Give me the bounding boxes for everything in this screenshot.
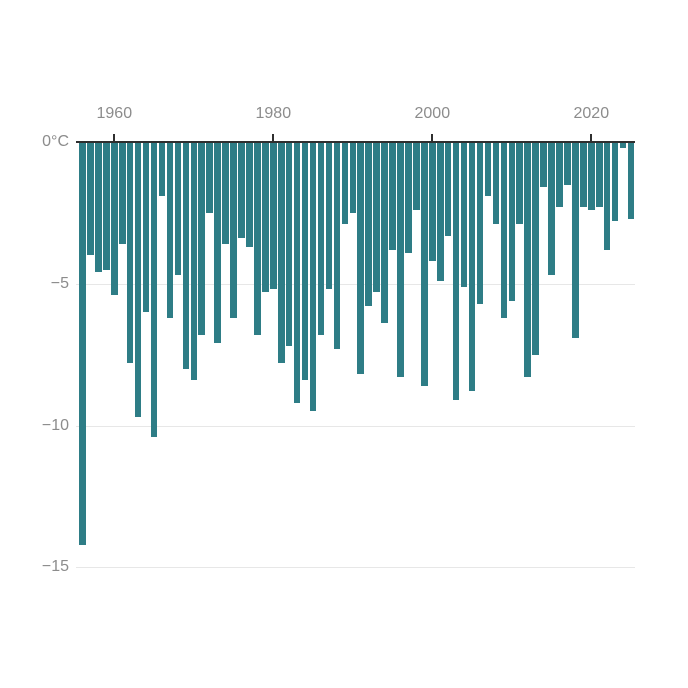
- bar-2013: [532, 143, 539, 355]
- bar-1959: [103, 143, 110, 270]
- x-tick-label-2020: 2020: [573, 105, 610, 122]
- bar-1996: [397, 143, 404, 378]
- bar-1975: [230, 143, 237, 318]
- gridline--5: [75, 283, 635, 285]
- bar-2008: [492, 143, 500, 225]
- bar-2015: [548, 143, 555, 276]
- bar-1993: [373, 143, 380, 293]
- bar-1969: [182, 143, 190, 369]
- bar-2010: [508, 143, 516, 301]
- x-tick-label-1960: 1960: [96, 105, 133, 122]
- bar-1956: [79, 143, 86, 545]
- y-tick-label--15: −15: [41, 558, 69, 576]
- bar-1997: [405, 143, 412, 253]
- bar-2003: [452, 143, 460, 400]
- bar-1960: [111, 143, 118, 296]
- bar-2022: [603, 143, 611, 250]
- bar-1980: [270, 143, 277, 290]
- bar-1978: [254, 143, 261, 335]
- bar-2020: [588, 143, 595, 211]
- bar-1965: [150, 143, 158, 437]
- bar-2009: [500, 143, 508, 318]
- x-tick-2000: [431, 134, 434, 141]
- y-tick-label--10: −10: [41, 416, 69, 434]
- bar-2007: [484, 143, 492, 196]
- gridline--15: [75, 567, 635, 569]
- bar-1979: [262, 143, 269, 293]
- bar-1994: [381, 143, 388, 324]
- x-axis-line: [75, 141, 635, 143]
- x-tick-label-2000: 2000: [414, 105, 451, 122]
- bar-1967: [166, 143, 174, 318]
- bar-2004: [460, 143, 468, 287]
- bar-1966: [158, 143, 166, 196]
- bar-2012: [524, 143, 531, 378]
- bar-1984: [301, 143, 309, 381]
- bar-1991: [357, 143, 365, 375]
- bar-2018: [572, 143, 579, 338]
- y-tick-label-0: 0°C: [42, 133, 69, 150]
- bar-1974: [222, 143, 229, 245]
- bar-1963: [134, 143, 142, 417]
- bar-1958: [95, 143, 102, 273]
- bar-1971: [198, 143, 206, 335]
- bar-2023: [611, 143, 619, 222]
- bar-1964: [142, 143, 150, 313]
- bar-1982: [285, 143, 293, 347]
- bar-1988: [333, 143, 341, 349]
- gridline--10: [75, 425, 635, 427]
- bar-2002: [444, 143, 452, 236]
- bar-1973: [214, 143, 221, 344]
- x-tick-1960: [113, 134, 116, 141]
- bar-2019: [580, 143, 587, 208]
- bar-2000: [429, 143, 436, 262]
- bar-1999: [421, 143, 428, 386]
- bar-1976: [238, 143, 245, 239]
- bar-2016: [556, 143, 563, 208]
- bar-1972: [206, 143, 213, 213]
- bar-2001: [436, 143, 444, 281]
- bar-1987: [325, 143, 333, 290]
- bar-1961: [118, 143, 126, 245]
- bar-1986: [317, 143, 325, 335]
- y-tick-label--5: −5: [50, 274, 69, 292]
- bar-1998: [413, 143, 420, 211]
- x-tick-label-1980: 1980: [255, 105, 292, 122]
- bar-1989: [341, 143, 349, 225]
- bar-2014: [540, 143, 547, 188]
- bar-1985: [309, 143, 317, 412]
- bar-2024: [619, 143, 627, 148]
- bar-1990: [349, 143, 357, 213]
- bar-1957: [87, 143, 94, 256]
- bar-2017: [564, 143, 571, 185]
- bar-2006: [476, 143, 484, 304]
- x-tick-1980: [272, 134, 275, 141]
- bar-1977: [246, 143, 253, 247]
- bar-1962: [126, 143, 134, 364]
- x-tick-2020: [590, 134, 593, 141]
- bar-1992: [365, 143, 372, 307]
- bar-2021: [595, 143, 603, 208]
- bar-1995: [389, 143, 396, 250]
- bar-2011: [516, 143, 524, 225]
- bar-2005: [468, 143, 476, 392]
- bar-1968: [174, 143, 182, 276]
- bar-2025: [627, 143, 635, 219]
- bar-1970: [190, 143, 198, 381]
- bar-1983: [293, 143, 301, 403]
- bar-1981: [277, 143, 285, 364]
